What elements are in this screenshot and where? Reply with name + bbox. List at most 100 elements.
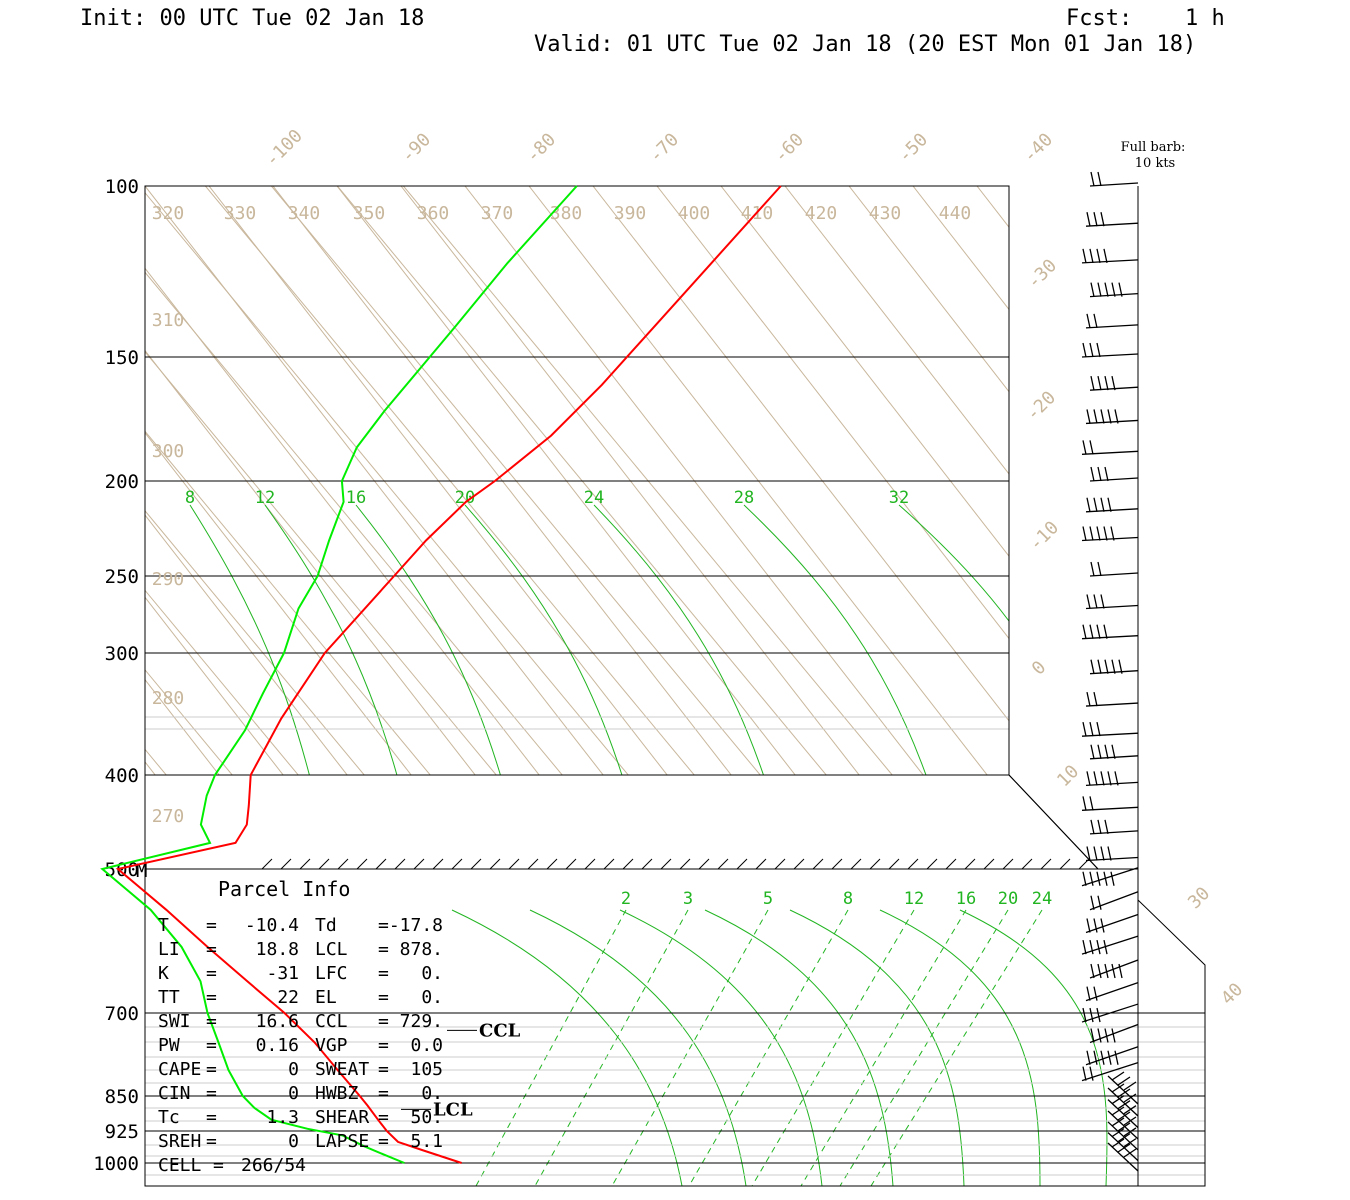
hatch-mark <box>717 858 729 870</box>
parcel-key: K <box>158 963 169 984</box>
parcel-eq: = <box>206 963 217 984</box>
theta-label: 280 <box>152 688 185 709</box>
parcel-value2: 0. <box>421 987 443 1008</box>
pressure-label: 250 <box>105 566 139 588</box>
adiabat-line <box>145 267 540 775</box>
mixing-ratio-label-lower: 24 <box>1032 889 1052 909</box>
wind-barb <box>1081 722 1139 737</box>
parcel-row: TT = 22 EL = 0. <box>158 987 443 1008</box>
barb-feather <box>1096 939 1101 955</box>
isotherm-label: -10 <box>1025 517 1063 555</box>
barb-feather <box>1082 722 1087 737</box>
parcel-key2: EL <box>315 987 337 1008</box>
theta-label: 350 <box>353 203 386 224</box>
parcel-eq2: = <box>378 1059 389 1080</box>
adiabat-line <box>656 186 1009 640</box>
upper-grid <box>145 186 1350 1163</box>
parcel-eq: = <box>206 1059 217 1080</box>
hatch-mark <box>527 858 539 870</box>
barb-feather <box>1093 691 1098 707</box>
mid-marker: M <box>136 860 147 882</box>
init-time: Init: 00 UTC Tue 02 Jan 18 <box>80 6 424 31</box>
barb-feather <box>1110 526 1115 541</box>
mixing-ratio-label: 12 <box>255 488 275 508</box>
moist-adiabat-curve <box>619 909 823 1186</box>
parcel-key2: LAPSE <box>315 1131 369 1152</box>
adiabat-line <box>145 432 412 775</box>
parcel-key: PW <box>158 1035 180 1056</box>
barb-feather <box>1097 376 1102 391</box>
barb-feather <box>1097 171 1102 187</box>
valid-time: Valid: 01 UTC Tue 02 Jan 18 (20 EST Mon … <box>534 32 1196 57</box>
hatch-mark <box>584 858 596 870</box>
hatch-mark <box>831 858 843 870</box>
barb-feather <box>1097 659 1102 674</box>
parcel-value: -10.4 <box>245 915 299 936</box>
barb-feather <box>1082 939 1087 955</box>
adiabat-line <box>145 514 348 775</box>
barb-staff <box>1081 536 1139 542</box>
theta-label: 430 <box>869 203 902 224</box>
theta-label: 320 <box>152 203 185 224</box>
barb-feather <box>1100 771 1105 786</box>
barb-feather <box>1104 819 1109 835</box>
parcel-key: CELL <box>158 1155 202 1176</box>
pressure-label: 150 <box>105 347 139 369</box>
barb-feather <box>1096 342 1101 358</box>
isotherm-line <box>204 186 695 775</box>
parcel-row: Tc = 1.3 SHEAR = 50. <box>158 1107 443 1128</box>
barb-feather <box>1104 282 1109 297</box>
hatch-mark <box>451 858 463 870</box>
parcel-key2: LFC <box>315 963 348 984</box>
wind-barb <box>1081 1062 1139 1082</box>
barb-feather <box>1117 1076 1131 1086</box>
barb-feather <box>1096 722 1101 737</box>
pressure-label: 500 <box>105 859 139 881</box>
wind-barb <box>1085 846 1139 862</box>
barb-staff <box>1085 781 1139 787</box>
barb-feather <box>1090 466 1095 482</box>
parcel-eq: = <box>206 987 217 1008</box>
hatch-mark <box>375 858 387 870</box>
pressure-label: 700 <box>105 1003 139 1025</box>
barb-staff <box>1081 732 1139 737</box>
pressure-label: 100 <box>105 176 139 198</box>
mixing-ratio-label: 8 <box>185 488 195 508</box>
barb-feather <box>1097 819 1102 835</box>
parcel-eq2: = <box>378 1107 389 1128</box>
barb-feather <box>1082 526 1087 541</box>
parcel-value2: 0. <box>421 963 443 984</box>
adiabat-line <box>976 186 1009 228</box>
adiabat-line <box>1041 186 1350 1163</box>
wind-barb <box>1089 282 1139 298</box>
barb-feather <box>1097 561 1102 577</box>
barb-feather <box>1107 497 1112 512</box>
mixing-ratio-label-lower: 2 <box>621 889 631 909</box>
wind-barb <box>1081 440 1139 455</box>
barb-staff <box>1089 670 1139 675</box>
wind-barb <box>1089 659 1139 675</box>
wind-barb <box>1107 1128 1139 1162</box>
isotherm-label: 30 <box>1184 883 1214 913</box>
barb-staff <box>1085 702 1139 707</box>
parcel-row: K = -31 LFC = 0. <box>158 963 443 984</box>
parcel-eq: = <box>206 1011 217 1032</box>
hatch-mark <box>546 858 558 870</box>
hatch-mark <box>774 858 786 870</box>
parcel-value2: 105 <box>410 1059 443 1080</box>
barb-feather <box>1082 796 1087 811</box>
isotherm-label: -100 <box>261 125 307 171</box>
mixing-ratio-label: 32 <box>889 488 909 508</box>
barb-feather <box>1089 624 1094 639</box>
parcel-eq: = <box>206 1083 217 1104</box>
adiabat-line <box>145 186 604 775</box>
isotherm-line <box>145 271 563 775</box>
wind-barb <box>1081 624 1139 640</box>
mixing-ratio-label-lower: 20 <box>998 889 1018 909</box>
wind-barb <box>1081 526 1139 542</box>
barb-feather <box>1090 376 1095 391</box>
barb-feather <box>1111 1138 1125 1148</box>
barb-feather <box>1123 1105 1137 1115</box>
wind-barb <box>1089 1023 1139 1044</box>
barb-feather <box>1089 722 1094 737</box>
